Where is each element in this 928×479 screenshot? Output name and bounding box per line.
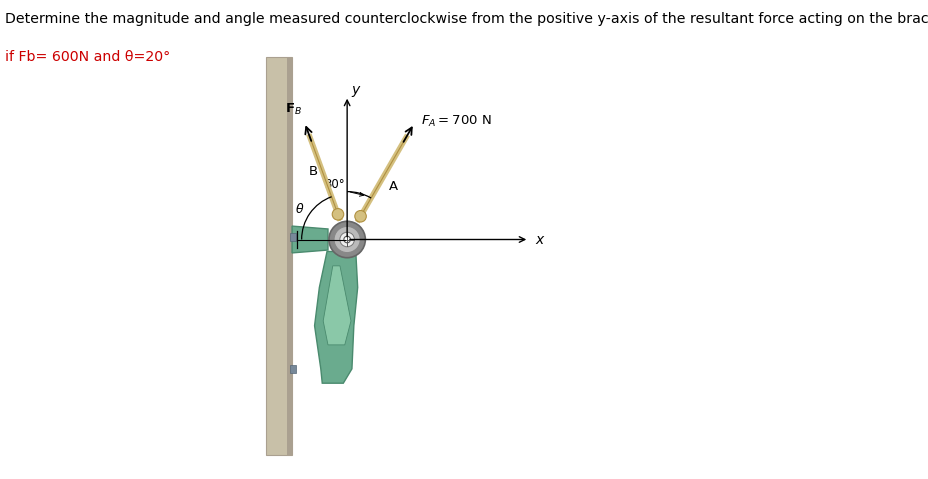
Circle shape [332, 208, 343, 220]
Polygon shape [291, 226, 328, 253]
Text: $F_A = 700$ N: $F_A = 700$ N [421, 114, 492, 128]
Text: θ: θ [295, 203, 303, 217]
Bar [287, 57, 291, 455]
Text: Determine the magnitude and angle measured counterclockwise from the positive y-: Determine the magnitude and angle measur… [5, 12, 928, 26]
Text: if Fb= 600N and θ=20°: if Fb= 600N and θ=20° [5, 50, 170, 64]
Bar [265, 57, 291, 455]
Text: 30°: 30° [324, 178, 344, 191]
Circle shape [329, 221, 365, 258]
Polygon shape [323, 266, 351, 345]
Circle shape [340, 232, 354, 247]
Text: $\mathbf{F}_B$: $\mathbf{F}_B$ [285, 102, 302, 117]
Polygon shape [315, 251, 357, 383]
Circle shape [354, 211, 366, 222]
Circle shape [343, 236, 350, 243]
Text: x: x [535, 232, 543, 247]
Circle shape [334, 227, 360, 252]
Bar [290, 365, 296, 373]
Bar [290, 233, 296, 241]
Text: B: B [308, 165, 317, 178]
Text: A: A [389, 181, 397, 194]
Text: y: y [351, 83, 359, 97]
